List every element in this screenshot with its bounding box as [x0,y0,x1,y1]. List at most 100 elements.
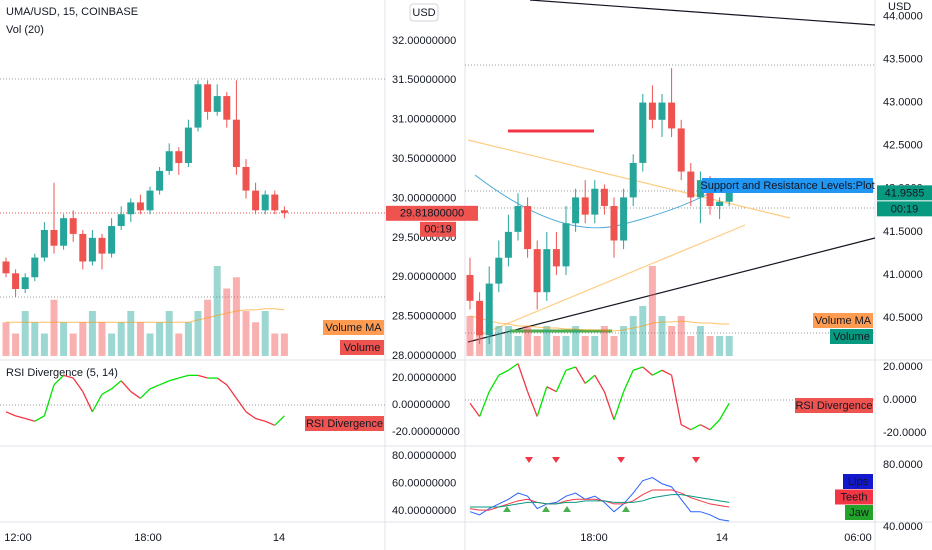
alligator-legend: Jaw [849,507,869,519]
price-tick-label: 31.00000000 [392,114,456,126]
time-tick-label: 14 [273,532,285,544]
candle-body [194,84,202,128]
volume-bar [252,322,260,356]
volume-bar [175,333,183,356]
volume-legend-box [340,340,384,355]
rsi-segment [575,366,586,384]
candle-body [706,180,714,207]
rsi-segment [34,415,45,422]
candle-body [495,257,503,284]
countdown: 00:19 [424,224,452,236]
rsi-segment [111,380,122,390]
candle-body [156,170,164,191]
rsi-segment [235,397,247,413]
rsi-segment [264,420,276,426]
volume-bar [610,336,618,356]
candle-body [543,249,551,293]
volume-bar [12,333,20,356]
rsi-segment [594,374,605,393]
volume-legend: Volume [344,342,381,354]
candle-body [504,231,512,258]
candle-body [524,206,532,250]
rsi-segment [101,388,112,395]
rsi-legend-box [795,398,873,413]
alligator-line [469,476,730,522]
price-tick-label: 29.00000000 [392,271,456,283]
sr-label-box [702,178,873,193]
rsi-segment [15,415,26,420]
rsi-tick-label: 20.00000000 [392,372,456,384]
volume-bar [165,311,173,356]
candle-body [165,151,173,171]
volume-bar [485,336,493,356]
time-tick-label: 06:00 [844,532,872,544]
volume-bar [21,311,29,356]
volume-bar [716,336,724,356]
candle-body [648,102,656,120]
rsi-segment [226,384,237,399]
rsi-segment [149,384,160,390]
alligator-legend: Lips [848,476,869,488]
rsi-legend: RSI Divergence [795,400,872,412]
last-price: 41.9585 [885,187,925,199]
rsi-segment [53,374,65,386]
price-tick-label: 32.00000000 [392,35,456,47]
rsi-tick-label: -20.00000000 [392,426,460,438]
candle-body [716,201,724,207]
volume-bar [60,322,68,356]
price-tick-label: 43.0000 [883,96,923,108]
volume-bar [591,336,599,356]
price-tick-label: 40.5000 [883,312,923,324]
volume-bar [466,316,474,356]
rsi-segment [169,377,179,382]
volume-bar [204,299,212,356]
volume-bar [261,311,269,356]
candle-body [620,197,628,241]
time-tick-label: 12:00 [4,532,32,544]
rsi-segment [661,369,672,376]
price-tick-label: 41.0000 [883,269,923,281]
candle-body [629,162,637,198]
currency-box[interactable] [409,3,439,22]
candle-body [175,151,183,164]
candle-body [658,102,666,120]
candle-body [232,119,240,167]
price-tick-label: 31.50000000 [392,74,456,86]
rsi-segment [197,374,208,379]
alligator-tick-label: 80.0000 [883,459,923,471]
rsi-segment [43,384,55,417]
rsi-segment [178,374,189,379]
rsi-segment [652,369,663,376]
candle-body [12,273,20,290]
candle-body [514,206,522,232]
countdown-box [877,201,932,217]
rsi-segment [536,386,548,417]
candle-body [69,218,77,234]
volume-ma-legend-box [323,320,384,335]
volume-bar [629,316,637,356]
rsi-segment [25,417,35,422]
alligator-tick-label: 80.00000000 [392,450,456,462]
rsi-segment [63,374,74,379]
volume-bar [514,336,522,356]
alligator-legend-box [835,489,873,505]
candle-body [261,194,269,211]
volume-bar [271,333,279,356]
candle-body [2,261,10,274]
candle-body [204,84,212,112]
rsi-segment [5,411,16,417]
candle-body [610,206,618,241]
candle-body [600,188,608,207]
volume-bar [280,333,288,356]
volume-bar [581,336,589,356]
rsi-segment [517,363,529,392]
volume-bar [543,326,551,356]
currency[interactable]: USD [412,7,435,19]
candle-body [127,202,135,215]
volume-bar [79,322,87,356]
rsi-segment [709,419,721,431]
volume-bar [696,326,704,356]
volume-ma-legend: Volume MA [325,322,382,334]
volume-bar [504,326,512,356]
